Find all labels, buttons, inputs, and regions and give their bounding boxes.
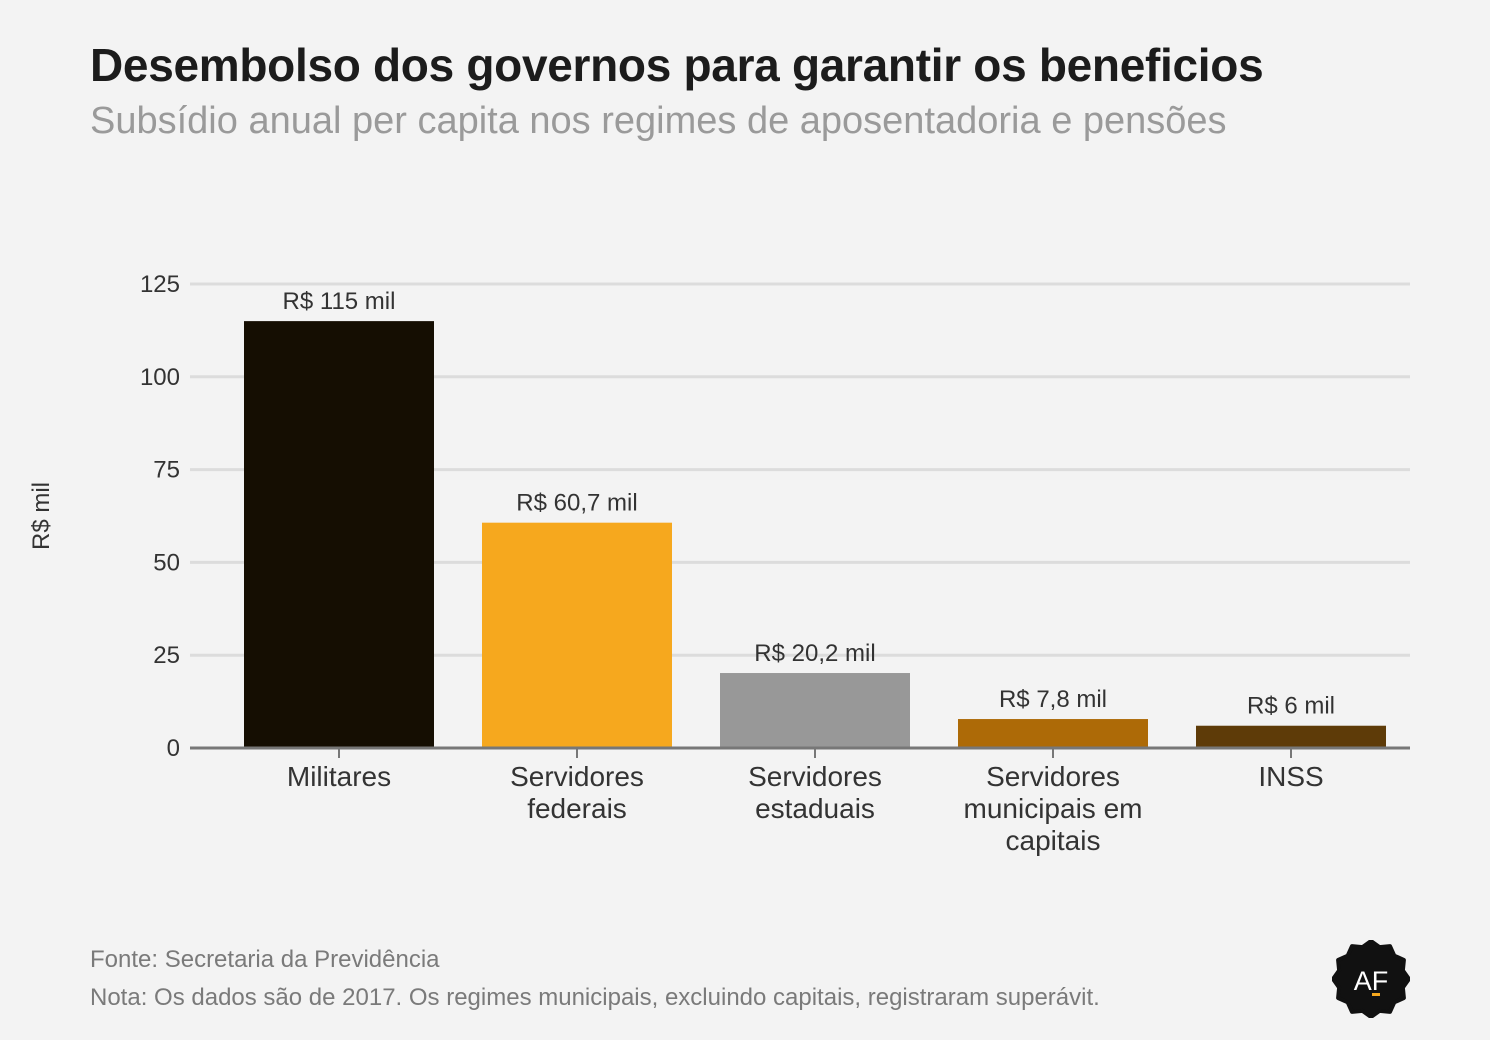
x-tick-label: federais <box>527 793 627 824</box>
data-label: R$ 6 mil <box>1247 693 1335 720</box>
bar <box>720 673 910 748</box>
y-tick-label: 75 <box>153 457 180 484</box>
data-note: Nota: Os dados são de 2017. Os regimes m… <box>90 984 1100 1011</box>
x-tick-label: Servidores <box>986 761 1120 792</box>
y-tick-label: 100 <box>140 364 180 391</box>
y-tick-layer: 0 25 50 75 100 125 <box>140 271 180 762</box>
logo-badge-shape <box>1332 940 1410 1018</box>
data-label: R$ 60,7 mil <box>516 490 637 517</box>
x-tick-label: Servidores <box>510 761 644 792</box>
data-label: R$ 20,2 mil <box>754 640 875 667</box>
chart-subtitle: Subsídio anual per capita nos regimes de… <box>90 100 1227 142</box>
y-tick-label: 125 <box>140 271 180 298</box>
data-label: R$ 7,8 mil <box>999 686 1107 713</box>
y-axis-label: R$ mil <box>28 482 55 550</box>
bar <box>482 522 672 748</box>
bar-chart: 0 25 50 75 100 125 R$ mil R$ 115 mil R$ 60,7 m… <box>28 271 1410 856</box>
y-tick-label: 0 <box>167 735 180 762</box>
bar <box>244 321 434 748</box>
logo-text: AF <box>1354 966 1389 996</box>
y-tick-label: 25 <box>153 642 180 669</box>
bar <box>958 719 1148 748</box>
x-tick-label: Servidores <box>748 761 882 792</box>
x-tick-layer: Militares ServidoresfederaisServidoresest… <box>287 748 1324 856</box>
data-label: R$ 115 mil <box>283 288 396 315</box>
data-label-layer: R$ 115 mil R$ 60,7 mil R$ 20,2 mil R$ 7,8 m… <box>283 288 1335 720</box>
source-note: Fonte: Secretaria da Previdência <box>90 946 440 973</box>
chart-title: Desembolso dos governos para garantir os… <box>90 39 1264 91</box>
logo-accent <box>1372 993 1380 996</box>
x-tick-label: estaduais <box>755 793 875 824</box>
x-tick-label: capitais <box>1006 825 1101 856</box>
y-tick-label: 50 <box>153 549 180 576</box>
x-tick-label: INSS <box>1258 761 1323 792</box>
bar-layer <box>244 321 1386 748</box>
af-badge-icon: AF <box>1332 940 1410 1018</box>
x-tick-label: municipais em <box>964 793 1143 824</box>
x-tick-label: Militares <box>287 761 391 792</box>
bar <box>1196 725 1386 748</box>
